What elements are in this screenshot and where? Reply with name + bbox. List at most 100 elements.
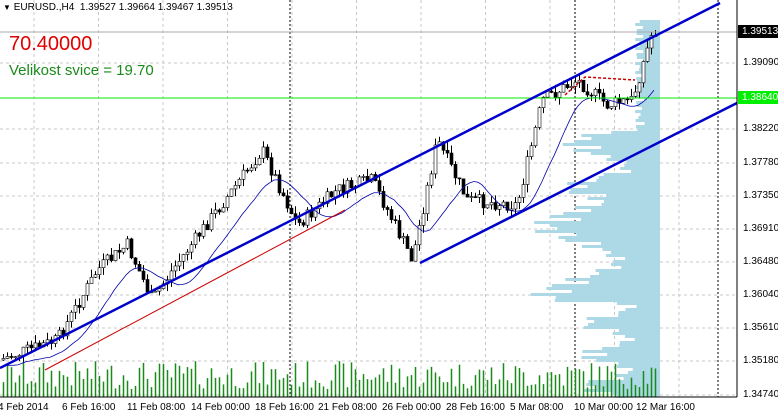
candle-body [233, 185, 238, 190]
candle-body [157, 288, 162, 292]
candle-body [1, 358, 6, 361]
candle-body [145, 279, 150, 293]
level-price-label: 1.38640 [738, 91, 778, 104]
candle-body [237, 179, 242, 186]
candle-body [517, 197, 522, 203]
candle-body [493, 202, 498, 210]
time-tick: 18 Feb 16:00 [255, 402, 314, 413]
candle-body [205, 224, 210, 231]
chart-header: ▼ EURUSD.,H4 1.39527 1.39664 1.39467 1.3… [3, 2, 233, 13]
candle-body [541, 96, 546, 108]
candle-body [561, 84, 566, 93]
candle-body [213, 209, 218, 214]
moving-average-line [1, 89, 655, 367]
time-tick: 10 Mar 00:00 [574, 402, 633, 413]
time-tick: 14 Feb 00:00 [191, 402, 250, 413]
candle-body [349, 180, 354, 189]
candle-body [89, 276, 94, 284]
measure-line [564, 76, 636, 96]
time-tick: 21 Feb 08:00 [318, 402, 377, 413]
candle-body [125, 238, 130, 249]
candle-body [565, 84, 570, 88]
candle-body [181, 254, 186, 262]
candle-body [305, 209, 310, 226]
candle-body [405, 236, 410, 249]
candle-body [609, 106, 614, 109]
candle-body [133, 257, 138, 265]
candle-body [341, 184, 346, 194]
candle-body [273, 174, 278, 177]
time-tick: 6 Feb 16:00 [62, 402, 116, 413]
time-tick: 4 Feb 2014 [0, 402, 49, 413]
candle-body [429, 173, 434, 186]
volume-profile [530, 20, 660, 398]
candle-body [177, 260, 182, 267]
candle-body [245, 169, 250, 172]
candle-body [525, 156, 530, 185]
candle-body [477, 194, 482, 198]
candle-body [329, 191, 334, 198]
candle-body [485, 204, 490, 209]
price-tick: 1.36040 [743, 289, 778, 300]
candle-body [93, 274, 98, 278]
candle-body [9, 356, 14, 358]
candle-body [117, 250, 122, 253]
symbol-menu-icon[interactable]: ▼ [3, 3, 11, 12]
candle-body [533, 127, 538, 147]
candle-body [209, 213, 214, 231]
candle-body [33, 342, 38, 349]
candle-body [557, 91, 562, 98]
candle-body [269, 157, 274, 176]
candle-body [69, 311, 74, 322]
candle-body [449, 152, 454, 165]
candle-body [645, 47, 650, 62]
candle-body [473, 196, 478, 198]
candle-body [173, 265, 178, 272]
price-tick: 1.36910 [743, 223, 778, 234]
candle-body [285, 195, 290, 209]
candle-body [597, 89, 602, 94]
candle-body [445, 150, 450, 154]
candle-body [97, 267, 102, 276]
candle-body [337, 184, 342, 192]
candle-body [193, 232, 198, 245]
candle-body [265, 146, 270, 158]
candle-body [397, 220, 402, 239]
candle-body [649, 35, 654, 49]
candle-body [457, 177, 462, 180]
candle-body [425, 184, 430, 215]
candle-body [589, 94, 594, 97]
candle-body [417, 225, 422, 246]
candle-body [585, 91, 590, 96]
candle-body [29, 344, 34, 349]
candle-body [65, 321, 70, 337]
candle-body [201, 224, 206, 237]
candle-body [197, 232, 202, 237]
candle-body [141, 270, 146, 280]
candle-body [549, 90, 554, 93]
price-tick: 1.37780 [743, 157, 778, 168]
candle-body [217, 209, 222, 213]
candle-body [501, 201, 506, 206]
current-price-label: 1.39513 [738, 25, 778, 38]
candle-body [465, 193, 470, 198]
candle-body [185, 251, 190, 255]
candle-body [421, 213, 426, 226]
trend-line [44, 209, 346, 371]
candle-body [537, 107, 542, 128]
candle-body [25, 344, 30, 348]
candle-body [169, 270, 174, 281]
candle-body [281, 192, 286, 197]
candle-body [253, 164, 258, 169]
candle-body [513, 202, 518, 210]
price-tick: 1.37350 [743, 190, 778, 201]
candle-body [381, 191, 386, 208]
candle-body [229, 188, 234, 197]
price-tick: 1.35180 [743, 355, 778, 366]
candle-body [73, 304, 78, 313]
ohlc-values: 1.39527 1.39664 1.39467 1.39513 [79, 2, 233, 13]
candle-body [189, 244, 194, 253]
candle-body [113, 250, 118, 261]
